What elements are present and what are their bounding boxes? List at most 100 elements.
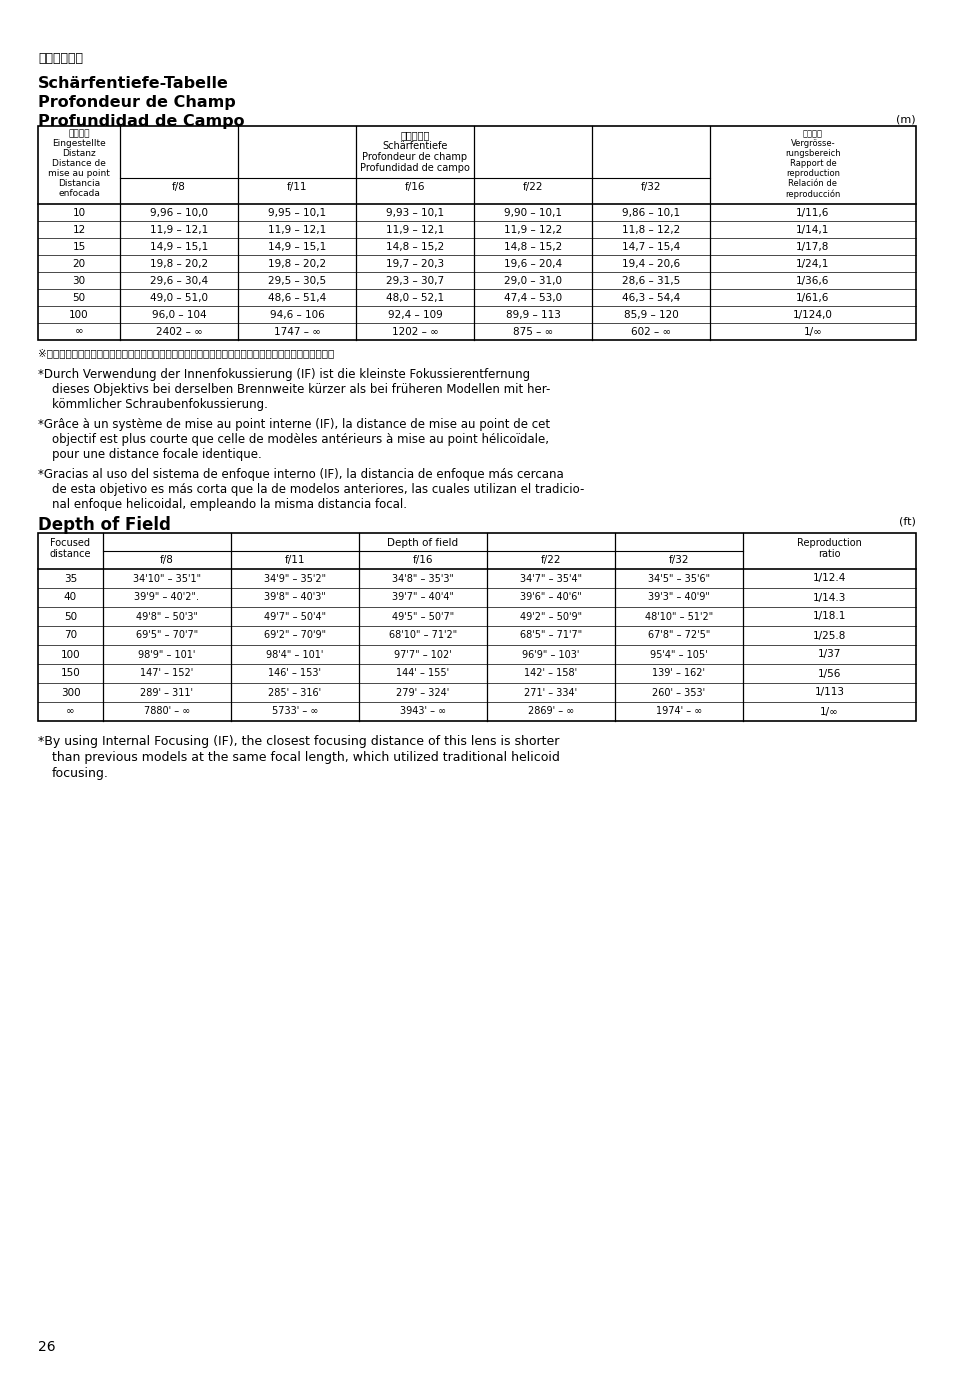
- Text: 29,5 – 30,5: 29,5 – 30,5: [268, 275, 326, 286]
- Text: 94,6 – 106: 94,6 – 106: [270, 310, 324, 319]
- Text: 260' – 353': 260' – 353': [652, 687, 705, 698]
- Text: *Gracias al uso del sistema de enfoque interno (IF), la distancia de enfoque más: *Gracias al uso del sistema de enfoque i…: [38, 468, 563, 481]
- Text: 被写界深度表: 被写界深度表: [38, 53, 83, 65]
- Text: 100: 100: [61, 650, 80, 659]
- Text: Depth of Field: Depth of Field: [38, 515, 171, 533]
- Text: 89,9 – 113: 89,9 – 113: [505, 310, 559, 319]
- Text: distance: distance: [50, 549, 91, 558]
- Text: 35: 35: [64, 574, 77, 583]
- Text: 20: 20: [72, 258, 86, 268]
- Text: 147' – 152': 147' – 152': [140, 669, 193, 679]
- Text: f/16: f/16: [413, 556, 433, 565]
- Text: 85,9 – 120: 85,9 – 120: [623, 310, 678, 319]
- Text: 1/18.1: 1/18.1: [812, 611, 845, 622]
- Text: 1/∞: 1/∞: [820, 706, 838, 716]
- Text: f/22: f/22: [522, 182, 542, 192]
- Text: 50: 50: [72, 293, 86, 303]
- Text: f/8: f/8: [160, 556, 173, 565]
- Text: objectif est plus courte que celle de modèles antérieurs à mise au point hélicoï: objectif est plus courte que celle de mo…: [52, 433, 548, 446]
- Text: Profondeur de champ: Profondeur de champ: [362, 152, 467, 162]
- Text: Reproduction: Reproduction: [796, 538, 861, 549]
- Text: f/11: f/11: [284, 556, 305, 565]
- Text: dieses Objektivs bei derselben Brennweite kürzer als bei früheren Modellen mit h: dieses Objektivs bei derselben Brennweit…: [52, 383, 550, 397]
- Text: 7880' – ∞: 7880' – ∞: [144, 706, 190, 716]
- Text: 49'5" – 50'7": 49'5" – 50'7": [392, 611, 454, 622]
- Text: Distanz: Distanz: [62, 149, 95, 158]
- Text: Schärfentiefe-Tabelle: Schärfentiefe-Tabelle: [38, 76, 229, 91]
- Text: 2402 – ∞: 2402 – ∞: [155, 326, 202, 336]
- Text: 11,9 – 12,1: 11,9 – 12,1: [268, 224, 326, 235]
- Text: nal enfoque helicoidal, empleando la misma distancia focal.: nal enfoque helicoidal, empleando la mis…: [52, 498, 407, 511]
- Text: 875 – ∞: 875 – ∞: [513, 326, 553, 336]
- Text: 144' – 155': 144' – 155': [396, 669, 449, 679]
- Text: f/8: f/8: [172, 182, 186, 192]
- Text: Distance de: Distance de: [52, 159, 106, 169]
- Text: 39'7" – 40'4": 39'7" – 40'4": [392, 593, 454, 603]
- Text: 1974' – ∞: 1974' – ∞: [655, 706, 701, 716]
- Text: 19,4 – 20,6: 19,4 – 20,6: [621, 258, 679, 268]
- Text: 40: 40: [64, 593, 77, 603]
- Text: 9,86 – 10,1: 9,86 – 10,1: [621, 207, 679, 217]
- Text: ∞: ∞: [66, 706, 74, 716]
- Text: 69'2" – 70'9": 69'2" – 70'9": [264, 630, 326, 640]
- Text: 48,0 – 52,1: 48,0 – 52,1: [386, 293, 443, 303]
- Text: 1/36,6: 1/36,6: [796, 275, 829, 286]
- Text: pour une distance focale identique.: pour une distance focale identique.: [52, 448, 261, 462]
- Text: 285' – 316': 285' – 316': [268, 687, 321, 698]
- Text: (m): (m): [896, 113, 915, 124]
- Text: 10: 10: [72, 207, 86, 217]
- Text: 5733' – ∞: 5733' – ∞: [272, 706, 318, 716]
- Text: (ft): (ft): [898, 515, 915, 527]
- Text: 28,6 – 31,5: 28,6 – 31,5: [621, 275, 679, 286]
- Text: 19,8 – 20,2: 19,8 – 20,2: [150, 258, 208, 268]
- Text: 39'3" – 40'9": 39'3" – 40'9": [647, 593, 709, 603]
- Text: 68'5" – 71'7": 68'5" – 71'7": [519, 630, 581, 640]
- Text: 29,6 – 30,4: 29,6 – 30,4: [150, 275, 208, 286]
- Text: 11,8 – 12,2: 11,8 – 12,2: [621, 224, 679, 235]
- Text: 602 – ∞: 602 – ∞: [630, 326, 670, 336]
- Text: 279' – 324': 279' – 324': [395, 687, 449, 698]
- Text: 96'9" – 103': 96'9" – 103': [521, 650, 579, 659]
- Text: 15: 15: [72, 242, 86, 252]
- Text: 1/37: 1/37: [817, 650, 841, 659]
- Text: ※ニコン内焦方式は、通常のレンズとは異なる為、至近距離になると焦点距離がわずかに短くなります。: ※ニコン内焦方式は、通常のレンズとは異なる為、至近距離になると焦点距離がわずかに…: [38, 348, 334, 358]
- Text: Relación de: Relación de: [788, 180, 837, 188]
- Text: Rapport de: Rapport de: [789, 159, 836, 169]
- Text: 14,9 – 15,1: 14,9 – 15,1: [268, 242, 326, 252]
- Text: 100: 100: [70, 310, 89, 319]
- Text: 34'8" – 35'3": 34'8" – 35'3": [392, 574, 454, 583]
- Text: Depth of field: Depth of field: [387, 538, 458, 549]
- Text: 26: 26: [38, 1341, 55, 1354]
- Text: 98'9" – 101': 98'9" – 101': [138, 650, 195, 659]
- Text: enfocada: enfocada: [58, 189, 100, 198]
- Text: 摂影倍率: 摂影倍率: [802, 129, 822, 138]
- Text: *Durch Verwendung der Innenfokussierung (IF) ist die kleinste Fokussierentfernun: *Durch Verwendung der Innenfokussierung …: [38, 368, 530, 381]
- Text: 30: 30: [72, 275, 86, 286]
- Text: 39'6" – 40'6": 39'6" – 40'6": [519, 593, 581, 603]
- Text: 95'4" – 105': 95'4" – 105': [650, 650, 707, 659]
- Text: focusing.: focusing.: [52, 767, 109, 779]
- Text: 1/124,0: 1/124,0: [792, 310, 832, 319]
- Text: 被写界深度: 被写界深度: [400, 130, 429, 140]
- Text: kömmlicher Schraubenfokussierung.: kömmlicher Schraubenfokussierung.: [52, 398, 268, 410]
- Text: 34'7" – 35'4": 34'7" – 35'4": [519, 574, 581, 583]
- Text: 19,8 – 20,2: 19,8 – 20,2: [268, 258, 326, 268]
- Text: 9,95 – 10,1: 9,95 – 10,1: [268, 207, 326, 217]
- Text: reproducción: reproducción: [784, 189, 840, 199]
- Text: 68'10" – 71'2": 68'10" – 71'2": [389, 630, 456, 640]
- Text: Eingestellte: Eingestellte: [52, 140, 106, 148]
- Text: 49'8" – 50'3": 49'8" – 50'3": [136, 611, 198, 622]
- Text: 1/56: 1/56: [817, 669, 841, 679]
- Text: 47,4 – 53,0: 47,4 – 53,0: [503, 293, 561, 303]
- Text: Profundidad de campo: Profundidad de campo: [359, 163, 470, 173]
- Text: 1/12.4: 1/12.4: [812, 574, 845, 583]
- Text: 69'5" – 70'7": 69'5" – 70'7": [135, 630, 198, 640]
- Text: 49'2" – 50'9": 49'2" – 50'9": [519, 611, 581, 622]
- Text: 1/14.3: 1/14.3: [812, 593, 845, 603]
- Text: 1/113: 1/113: [814, 687, 843, 698]
- Text: 70: 70: [64, 630, 77, 640]
- Text: 150: 150: [61, 669, 80, 679]
- Text: Profundidad de Campo: Profundidad de Campo: [38, 113, 244, 129]
- Text: f/22: f/22: [540, 556, 560, 565]
- Text: 11,9 – 12,1: 11,9 – 12,1: [385, 224, 444, 235]
